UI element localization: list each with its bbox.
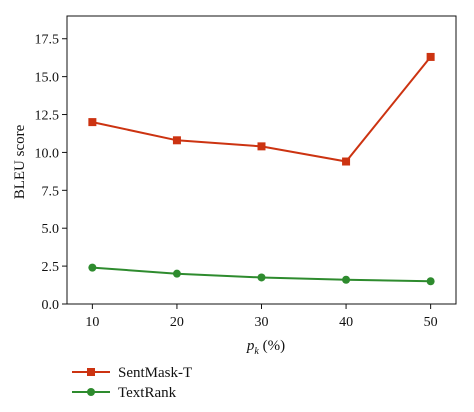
legend-item-textrank: TextRank [72, 385, 177, 401]
data-point-textrank [172, 269, 181, 278]
y-tick-label: 2.5 [42, 260, 60, 275]
data-point-textrank [257, 273, 266, 282]
x-tick-label: 30 [255, 315, 269, 330]
data-point-textrank [342, 275, 351, 284]
data-point-textrank [426, 277, 435, 286]
legend-label: TextRank [118, 385, 177, 401]
plot-border [66, 15, 457, 305]
data-point-sentmask-t [88, 118, 97, 127]
x-axis-label-base: p [246, 338, 255, 354]
x-axis-ticks: 10 20 30 40 50 [85, 304, 438, 330]
y-tick-label: 17.5 [35, 33, 60, 48]
legend-item-sentmask-t: SentMask-T [72, 365, 192, 381]
y-axis-ticks: 0.0 2.5 5.0 7.5 10.0 12.5 15.0 17.5 [35, 33, 67, 313]
legend-swatch-marker [87, 388, 95, 396]
data-point-sentmask-t [426, 52, 435, 61]
x-axis-label-subscript: k [254, 346, 259, 357]
legend-swatch-marker [87, 368, 95, 376]
y-tick-label: 5.0 [42, 222, 60, 237]
legend-label: SentMask-T [118, 365, 192, 381]
y-tick-label: 0.0 [42, 298, 60, 313]
x-axis-label: pk (%) [246, 338, 285, 357]
x-tick-label: 20 [170, 315, 184, 330]
data-point-sentmask-t [342, 157, 351, 166]
x-tick-label: 40 [339, 315, 353, 330]
x-tick-label: 10 [85, 315, 99, 330]
data-point-sentmask-t [172, 136, 181, 145]
y-axis-label: BLEU score [12, 124, 28, 199]
y-tick-label: 10.0 [35, 146, 60, 161]
data-point-sentmask-t [257, 142, 266, 151]
data-point-textrank [88, 263, 97, 272]
y-tick-label: 7.5 [42, 184, 60, 199]
x-axis-label-unit: (%) [259, 338, 285, 354]
plot-frame [66, 15, 457, 305]
series-layer [88, 52, 435, 286]
legend: SentMask-T TextRank [72, 365, 192, 401]
x-tick-label: 50 [424, 315, 438, 330]
y-tick-label: 15.0 [35, 71, 60, 86]
y-tick-label: 12.5 [35, 109, 60, 124]
